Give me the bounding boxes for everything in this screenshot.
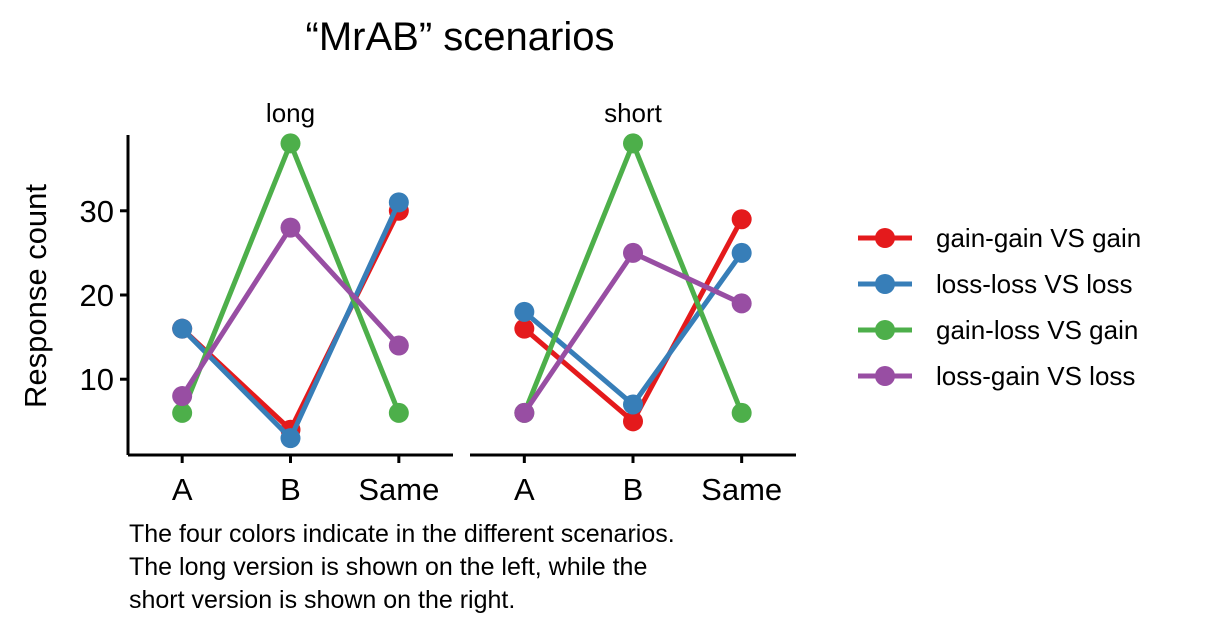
legend-label: loss-gain VS loss (936, 361, 1135, 391)
data-point (623, 242, 643, 263)
panels: long A B Same 10 20 30 short A B Same (80, 98, 796, 507)
data-point (623, 133, 643, 154)
legend-label: gain-gain VS gain (936, 223, 1141, 253)
data-point (731, 402, 752, 423)
caption-line-2: The long version is shown on the left, w… (129, 553, 647, 581)
legend: gain-gain VS gain loss-loss VS loss gain-l… (858, 223, 1141, 391)
legend-item: loss-gain VS loss (858, 361, 1135, 391)
legend-label: gain-loss VS gain (936, 315, 1138, 345)
x-tick-label: B (623, 472, 644, 507)
y-tick-label: 20 (80, 278, 114, 313)
legend-swatch-point (875, 228, 895, 248)
x-tick-label: Same (701, 472, 782, 507)
data-point (172, 386, 193, 407)
y-tick-label: 10 (80, 362, 114, 397)
caption-line-1: The four colors indicate in the differen… (129, 520, 675, 548)
series-loss-loss-vs-loss (514, 242, 752, 415)
series-line (180, 225, 401, 398)
y-tick-label: 30 (80, 194, 114, 229)
legend-label: loss-loss VS loss (936, 269, 1133, 299)
legend-swatch-point (875, 366, 895, 386)
panel-long: long A B Same 10 20 30 (80, 98, 453, 507)
caption-line-3: short version is shown on the right. (129, 586, 515, 614)
chart-title: “MrAB” scenarios (306, 15, 615, 59)
series-loss-gain-vs-loss (172, 217, 409, 407)
legend-swatch-point (875, 320, 895, 340)
series-loss-gain-vs-loss (514, 242, 752, 423)
data-point (388, 192, 409, 213)
data-point (514, 318, 535, 339)
panel-short: short A B Same (470, 98, 796, 507)
series-line (180, 201, 402, 441)
data-point (514, 402, 535, 423)
data-point (514, 301, 535, 322)
legend-swatch-point (875, 274, 895, 294)
series-loss-loss-vs-loss (172, 192, 409, 449)
legend-item: loss-loss VS loss (858, 269, 1133, 299)
data-point (623, 411, 643, 432)
x-tick-label: A (172, 472, 193, 507)
data-point (172, 402, 193, 423)
panel-label: long (266, 98, 315, 128)
data-point (623, 394, 643, 415)
caption: The four colors indicate in the differen… (129, 520, 675, 614)
data-point (280, 133, 301, 154)
data-point (388, 335, 409, 356)
data-point (731, 293, 752, 314)
series-gain-loss-vs-gain (172, 133, 409, 423)
data-point (731, 209, 752, 230)
x-tick-label: B (280, 472, 301, 507)
legend-item: gain-gain VS gain (858, 223, 1141, 253)
series-line (180, 209, 402, 433)
x-tick-label: Same (358, 472, 439, 507)
data-point (172, 318, 193, 339)
data-point (280, 428, 301, 449)
data-point (280, 217, 301, 238)
y-axis-label: Response count (18, 184, 53, 408)
x-tick-label: A (514, 472, 535, 507)
data-point (731, 242, 752, 263)
legend-item: gain-loss VS gain (858, 315, 1138, 345)
panel-label: short (604, 98, 663, 128)
data-point (388, 402, 409, 423)
